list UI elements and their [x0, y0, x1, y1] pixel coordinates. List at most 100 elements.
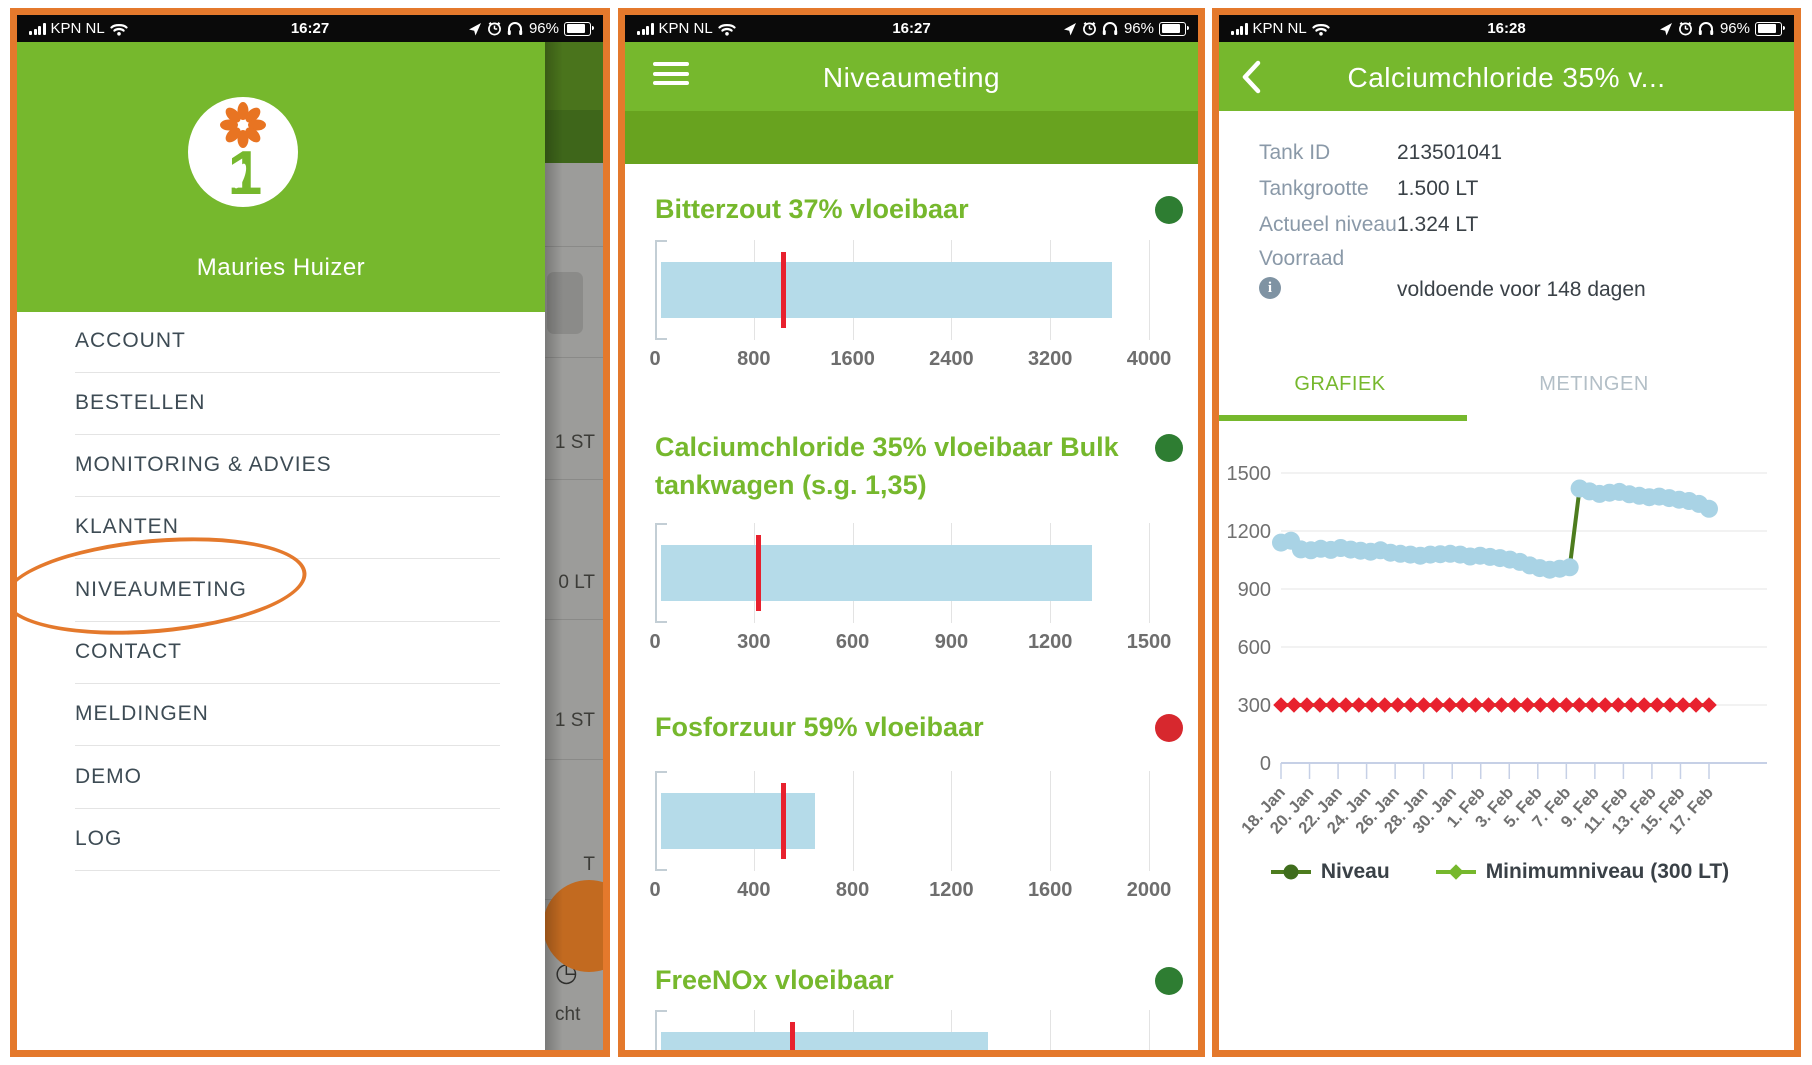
drawer-item-demo[interactable]: DEMO — [75, 765, 142, 788]
background-nav-fragment: cht — [555, 1004, 581, 1025]
level-bar — [661, 262, 1113, 318]
level-bar — [661, 1032, 988, 1050]
x-tick-label: 0 — [649, 348, 661, 370]
clock-time: 16:27 — [892, 20, 931, 37]
x-tick-label: 1500 — [1126, 631, 1172, 653]
axis-bracket — [655, 523, 669, 623]
app-header: Niveaumeting — [625, 42, 1198, 111]
location-arrow-icon — [468, 22, 481, 35]
legend-label-minimum: Minimumniveau (300 LT) — [1485, 860, 1730, 883]
info-label-actueel-niveau: Actueel niveau — [1259, 213, 1397, 236]
wifi-icon — [110, 23, 128, 36]
chart-legend: Niveau Minimumniveau (300 LT) — [1219, 860, 1779, 884]
status-dot-ok — [1155, 967, 1183, 995]
minimum-marker-line — [780, 783, 786, 859]
background-qty-1: 1 ST — [554, 432, 595, 453]
phone-screen-detail: KPN NL 16:28 96% Calciumchloride 35% v..… — [1212, 8, 1801, 1057]
axis-bracket — [655, 240, 669, 340]
tab-grafiek[interactable]: GRAFIEK — [1294, 373, 1386, 395]
status-bar: KPN NL 16:27 96% — [625, 15, 1198, 42]
alarm-clock-icon — [1679, 21, 1692, 36]
x-tick-label: 3200 — [1027, 348, 1073, 370]
phone-screen-drawer: KPN NL 16:27 96% 1 ST 0 LT 1 ST T — [10, 8, 610, 1057]
info-value-tank-id: 213501041 — [1397, 141, 1503, 164]
minimum-marker-line — [790, 1022, 796, 1050]
background-app-strip: 1 ST 0 LT 1 ST T ◷ cht — [545, 42, 603, 1050]
x-tick-label: 2000 — [1126, 879, 1172, 901]
drawer-item-account[interactable]: ACCOUNT — [75, 329, 186, 352]
drawer-item-meldingen[interactable]: MELDINGEN — [75, 702, 209, 725]
info-label-tank-id: Tank ID — [1259, 141, 1331, 164]
niveau-point-marker — [1560, 558, 1579, 577]
drawer-header: 1 Mauries Huizer — [17, 42, 545, 312]
tab-metingen[interactable]: METINGEN — [1539, 373, 1649, 395]
drawer-item-monitoring[interactable]: MONITORING & ADVIES — [75, 453, 332, 476]
battery-icon — [1755, 21, 1785, 36]
background-qty-3: 1 ST — [554, 710, 595, 731]
brand-logo-icon: 1 — [220, 102, 266, 208]
signal-bars-icon — [1231, 22, 1248, 35]
back-chevron-icon[interactable] — [1239, 59, 1265, 95]
y-tick-label: 300 — [1238, 695, 1271, 717]
info-circle-icon[interactable]: i — [1259, 277, 1281, 299]
minimum-diamond-marker — [1701, 697, 1717, 713]
legend-item-minimum: Minimumniveau (300 LT) — [1434, 860, 1729, 884]
signal-bars-icon — [637, 22, 654, 35]
x-tick-label: 4000 — [1126, 348, 1172, 370]
background-fab-fragment: T — [583, 854, 595, 875]
status-bar: KPN NL 16:28 96% — [1219, 15, 1794, 42]
axis-bracket — [655, 1010, 669, 1050]
header-subsection — [625, 111, 1198, 164]
status-dot-ok — [1155, 434, 1183, 462]
page-title: Calciumchloride 35% v... — [1347, 62, 1666, 93]
drawer-item-niveaumeting[interactable]: NIVEAUMETING — [75, 578, 247, 601]
headphones-icon — [1102, 22, 1118, 35]
minimum-marker-line — [780, 252, 786, 328]
carrier-label: KPN NL — [658, 20, 713, 37]
supply-note: voldoende voor 148 dagen — [1397, 278, 1646, 301]
x-tick-label: 900 — [934, 631, 969, 653]
minimum-diamond-marker — [1649, 697, 1665, 713]
battery-icon — [564, 21, 594, 36]
niveau-point-marker — [1700, 499, 1718, 518]
minimum-diamond-marker — [1376, 697, 1393, 713]
drawer-item-contact[interactable]: CONTACT — [75, 640, 182, 663]
background-subheader — [545, 110, 603, 163]
minimum-diamond-marker — [1325, 697, 1341, 713]
level-bar — [661, 545, 1092, 601]
info-value-tankgrootte: 1.500 LT — [1397, 177, 1479, 200]
carrier-label: KPN NL — [50, 20, 105, 37]
navigation-drawer: 1 Mauries Huizer ACCOUNT BESTELLEN MONIT… — [17, 42, 545, 1050]
wifi-icon — [718, 23, 736, 36]
tank-name-label: Fosforzuur 59% vloeibaar — [655, 712, 984, 742]
x-tick-label: 300 — [737, 631, 771, 653]
drawer-item-log[interactable]: LOG — [75, 827, 123, 850]
clock-time: 16:28 — [1487, 20, 1526, 37]
background-card — [547, 272, 583, 334]
status-dot-ok — [1155, 196, 1183, 224]
carrier-label: KPN NL — [1252, 20, 1307, 37]
drawer-item-bestellen[interactable]: BESTELLEN — [75, 391, 206, 414]
battery-percent-label: 96% — [1719, 20, 1750, 37]
minimum-diamond-marker — [1545, 697, 1562, 713]
axis-bracket — [655, 771, 669, 871]
info-label-voorraad: Voorraad — [1259, 247, 1345, 270]
niveau-line-marker-icon — [1270, 864, 1311, 880]
minimum-line-marker-icon — [1435, 864, 1476, 880]
minimum-diamond-marker — [1493, 697, 1510, 713]
minimum-marker-line — [756, 535, 762, 611]
hamburger-menu-icon[interactable] — [653, 62, 689, 89]
minimum-diamond-marker — [1480, 697, 1497, 713]
x-tick-label: 2400 — [929, 348, 974, 370]
tank-level-bar-chart — [655, 240, 1150, 340]
x-tick-label: 600 — [835, 631, 870, 653]
y-tick-label: 0 — [1260, 753, 1271, 775]
minimum-diamond-marker — [1597, 697, 1614, 713]
location-arrow-icon — [1063, 22, 1076, 35]
background-fab-button[interactable] — [545, 880, 603, 972]
battery-percent-label: 96% — [528, 20, 559, 37]
headphones-icon — [507, 22, 523, 35]
drawer-item-klanten[interactable]: KLANTEN — [75, 515, 179, 538]
tank-level-bar-chart — [655, 1010, 1150, 1050]
